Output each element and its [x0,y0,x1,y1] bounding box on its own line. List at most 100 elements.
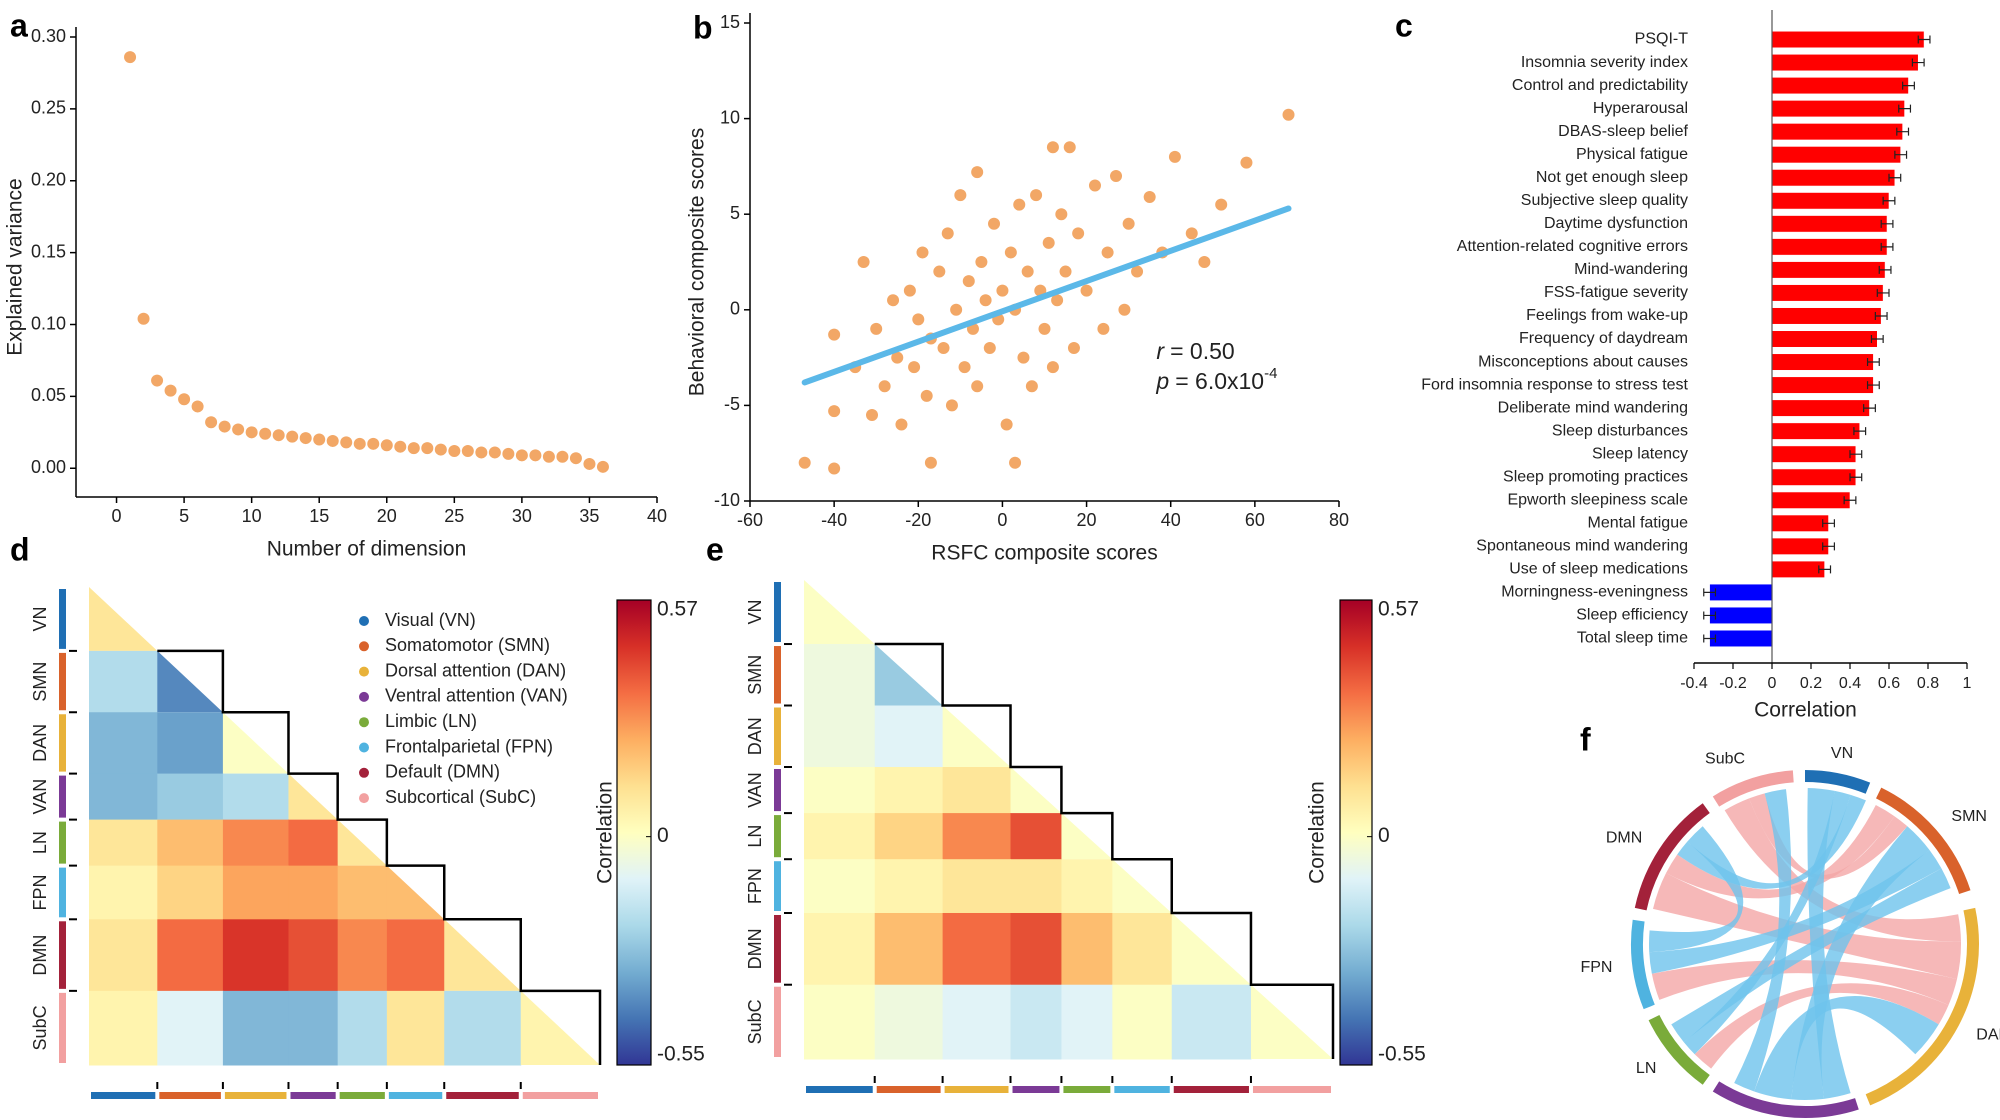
x-tick-label: 10 [242,506,262,526]
error-bar [1849,450,1863,459]
heatmap-cell [89,712,158,775]
error-bar [1880,219,1894,228]
point [286,430,299,443]
point [151,374,164,387]
point [891,351,904,364]
colorbar-label: Correlation [1306,781,1329,884]
point [596,460,609,473]
bar [1771,30,1925,49]
block-outline [874,642,1335,1059]
heatmap-cell [288,773,338,820]
point [299,432,312,445]
panel-letter: b [693,9,713,45]
heatmap-cell [1010,912,1062,986]
point [502,447,515,460]
arc-label: LN [1636,1060,1656,1077]
point [975,256,988,268]
network-bar [774,646,781,704]
bar [1771,376,1874,394]
category-label: Total sleep time [1577,630,1688,647]
point [1185,227,1198,240]
heatmap-cell [337,819,387,866]
point [1046,361,1059,374]
error-bar [1874,311,1888,320]
heatmap-cell [874,644,943,706]
point [1143,190,1156,203]
bar [1771,76,1909,95]
network-label: SubC [745,999,765,1044]
network-bar [59,992,66,1063]
category-label: Insomnia severity index [1521,54,1688,71]
network-bar [59,775,66,818]
chord [1683,790,1851,1055]
chord [1754,996,1939,1100]
legend-label: Frontalparietal (FPN) [385,736,553,756]
heatmap-cell [386,919,445,992]
arc-label: VN [1831,745,1853,762]
chord-arc [1875,787,1971,894]
point [1021,265,1034,278]
point [529,449,542,462]
point [1101,246,1114,259]
y-axis-label: Explained variance [4,178,27,355]
error-bar [1880,242,1894,251]
network-bar [91,1092,156,1099]
point [353,437,366,450]
arc-label: SMN [1951,808,1987,825]
point [380,439,393,452]
x-tick-label: -0.2 [1719,675,1747,692]
chord-arc [1631,919,1655,1010]
arc-label: FPN [1580,959,1612,976]
point [1013,198,1026,211]
point [954,189,967,202]
point [326,434,339,447]
colorbar-tick-label: 0.57 [657,598,698,621]
network-label: VN [30,606,50,631]
x-tick-label: 25 [444,506,464,526]
point [945,399,958,412]
point [1030,189,1043,202]
network-label: DMN [745,928,765,969]
network-bar [1012,1086,1060,1093]
network-label: FPN [30,874,50,910]
point [828,405,841,418]
point [828,328,841,341]
bar [1771,330,1878,348]
error-bar [1878,265,1892,274]
bar [1771,100,1905,118]
x-tick-label: 0 [112,506,122,526]
point [912,313,925,326]
category-label: Not get enough sleep [1536,169,1688,186]
point [1063,141,1076,154]
point [407,442,420,455]
r-text: = 0.50 [1170,338,1235,364]
bar [1771,560,1825,578]
panel-letter: e [706,531,724,567]
category-label: Deliberate mind wandering [1498,399,1688,416]
error-bar [1863,404,1876,413]
y-tick-label: 10 [720,107,740,127]
heatmap-cell [444,919,521,991]
heatmap-cell [804,813,876,860]
annotation: p = 6.0x10-4 [1155,365,1277,394]
category-label: Subjective sleep quality [1521,192,1688,209]
chord [1651,960,1958,1005]
point [958,361,971,374]
point [394,440,407,453]
legend-marker [359,767,369,778]
heatmap-cell [1171,912,1251,985]
chord-arc [1712,770,1794,807]
heatmap-cell [157,773,224,821]
x-tick-label: 0.2 [1800,675,1822,692]
heatmap-cell [1250,984,1333,1059]
chord-arc [1804,770,1871,794]
bar [1771,353,1874,371]
chord [1694,983,1949,1069]
error-bar [1849,473,1863,482]
category-label: Morningness-eveningness [1501,584,1688,601]
category-label: FSS-fatigue severity [1544,284,1688,301]
point [515,449,528,462]
point [191,400,204,413]
colorbar-tick-label: 0.57 [1378,598,1419,621]
chord [1666,805,1895,899]
